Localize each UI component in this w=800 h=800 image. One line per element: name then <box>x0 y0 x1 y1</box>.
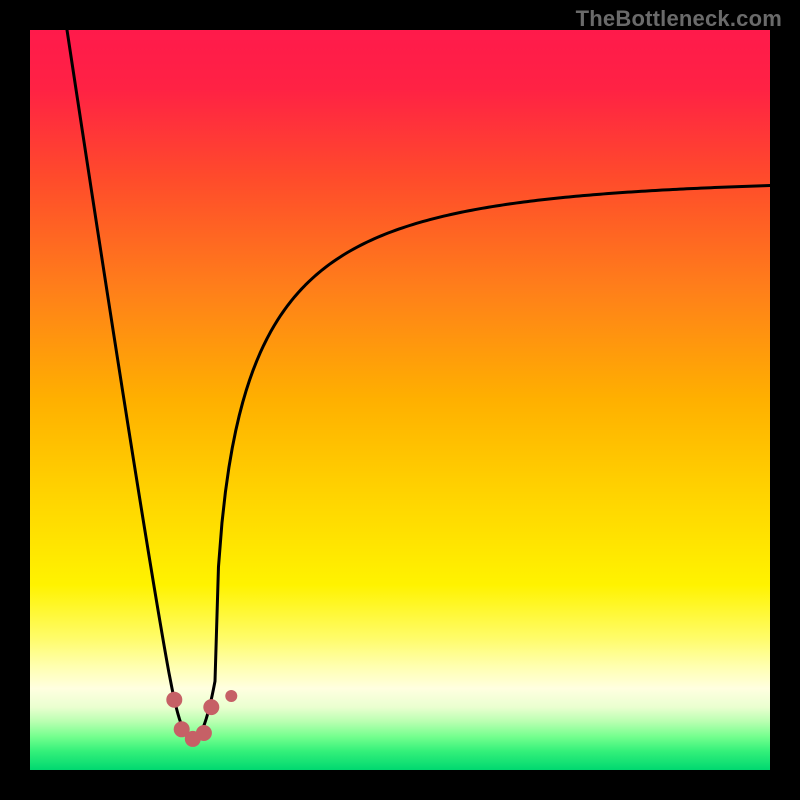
chart-overlay-svg <box>30 30 770 770</box>
marker-group <box>166 690 237 747</box>
bottleneck-curve <box>67 30 770 740</box>
watermark-text: TheBottleneck.com <box>576 6 782 32</box>
marker-dot <box>225 690 237 702</box>
marker-dot <box>196 725 212 741</box>
marker-dot <box>166 692 182 708</box>
chart-root: TheBottleneck.com <box>0 0 800 800</box>
plot-area <box>30 30 770 770</box>
marker-dot <box>203 699 219 715</box>
